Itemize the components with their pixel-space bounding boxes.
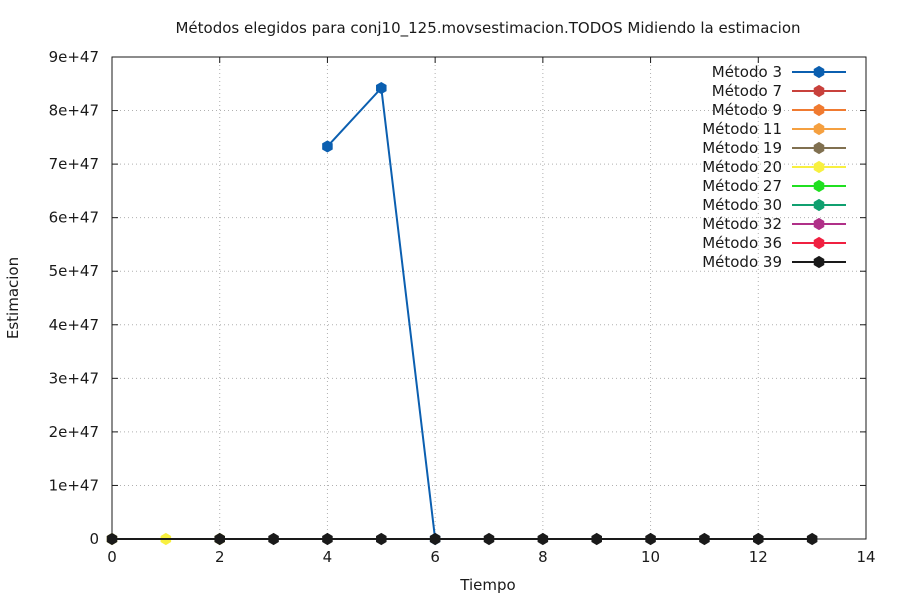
y-tick-label: 4e+47 (49, 316, 99, 334)
legend-item: Método 30 (702, 196, 846, 214)
legend-item: Método 32 (702, 215, 846, 233)
x-tick-label: 0 (107, 548, 117, 566)
data-point (537, 532, 549, 546)
data-point (322, 140, 333, 153)
legend-swatch-marker (813, 255, 825, 269)
x-tick-label: 6 (430, 548, 440, 566)
legend-swatch-marker (813, 217, 825, 231)
x-tick-label: 14 (856, 548, 875, 566)
legend-swatch-marker (813, 84, 825, 98)
grid-lines (112, 57, 866, 539)
chart-title: Métodos elegidos para conj10_125.movsest… (175, 19, 800, 38)
y-tick-label: 0 (89, 530, 99, 548)
legend-swatch-marker (813, 141, 825, 155)
legend-label: Método 30 (702, 196, 782, 214)
legend-swatch-marker (813, 122, 825, 136)
data-point (753, 532, 764, 546)
legend-label: Método 7 (712, 82, 782, 100)
data-point (268, 532, 279, 546)
legend-label: Método 32 (702, 215, 782, 233)
legend-label: Método 27 (702, 177, 782, 195)
legend-label: Método 9 (712, 101, 782, 119)
legend-item: Método 11 (702, 120, 846, 138)
axis-ticks: 0 2 4 6 8 10 12 14 0 1e+47 2e+47 3e+47 4e+47 5e+47 6e+… (49, 48, 876, 566)
legend-swatch-marker (813, 236, 825, 250)
legend-item: Método 27 (702, 177, 846, 195)
x-tick-label: 12 (749, 548, 768, 566)
series-line (326, 85, 437, 540)
data-point (214, 532, 225, 546)
legend-swatch-marker (813, 198, 825, 212)
legend-label: Método 19 (702, 139, 782, 157)
x-tick-label: 10 (641, 548, 660, 566)
legend-swatch-marker (813, 179, 825, 193)
y-tick-label: 1e+47 (49, 476, 99, 494)
legend-item: Método 39 (702, 253, 846, 271)
legend-swatch-marker (813, 65, 825, 79)
x-tick-label: 2 (215, 548, 225, 566)
y-tick-label: 7e+47 (49, 155, 99, 173)
data-point (376, 81, 387, 95)
legend-item: Método 3 (712, 63, 846, 81)
data-point (429, 532, 441, 546)
x-tick-label: 8 (538, 548, 548, 566)
y-tick-label: 6e+47 (49, 209, 99, 227)
data-point (591, 532, 602, 546)
legend-swatch-marker (813, 103, 825, 117)
y-tick-label: 2e+47 (49, 423, 99, 441)
y-tick-label: 3e+47 (49, 369, 99, 387)
y-tick-label: 8e+47 (49, 102, 99, 120)
data-point (322, 532, 333, 546)
data-point (806, 532, 818, 546)
y-axis-title: Estimacion (4, 257, 22, 339)
legend-item: Método 20 (702, 158, 846, 176)
legend-item: Método 36 (702, 234, 846, 252)
data-point (645, 532, 656, 546)
y-tick-label: 9e+47 (49, 48, 99, 66)
legend-label: Método 39 (702, 253, 782, 271)
x-axis-title: Tiempo (459, 576, 515, 594)
series-0 (322, 81, 441, 546)
data-point (106, 532, 118, 546)
legend-swatch-marker (813, 160, 825, 174)
y-tick-label: 5e+47 (49, 262, 99, 280)
legend-item: Método 19 (702, 139, 846, 157)
series-layer (106, 81, 818, 546)
legend-label: Método 20 (702, 158, 782, 176)
x-tick-label: 4 (323, 548, 333, 566)
legend-label: Método 36 (702, 234, 782, 252)
legend-label: Método 11 (702, 120, 782, 138)
data-point (376, 532, 387, 546)
data-point (699, 532, 710, 546)
legend-item: Método 7 (712, 82, 846, 100)
legend-item: Método 9 (712, 101, 846, 119)
series-10 (106, 532, 818, 546)
legend-label: Método 3 (712, 63, 782, 81)
data-point (483, 532, 495, 546)
